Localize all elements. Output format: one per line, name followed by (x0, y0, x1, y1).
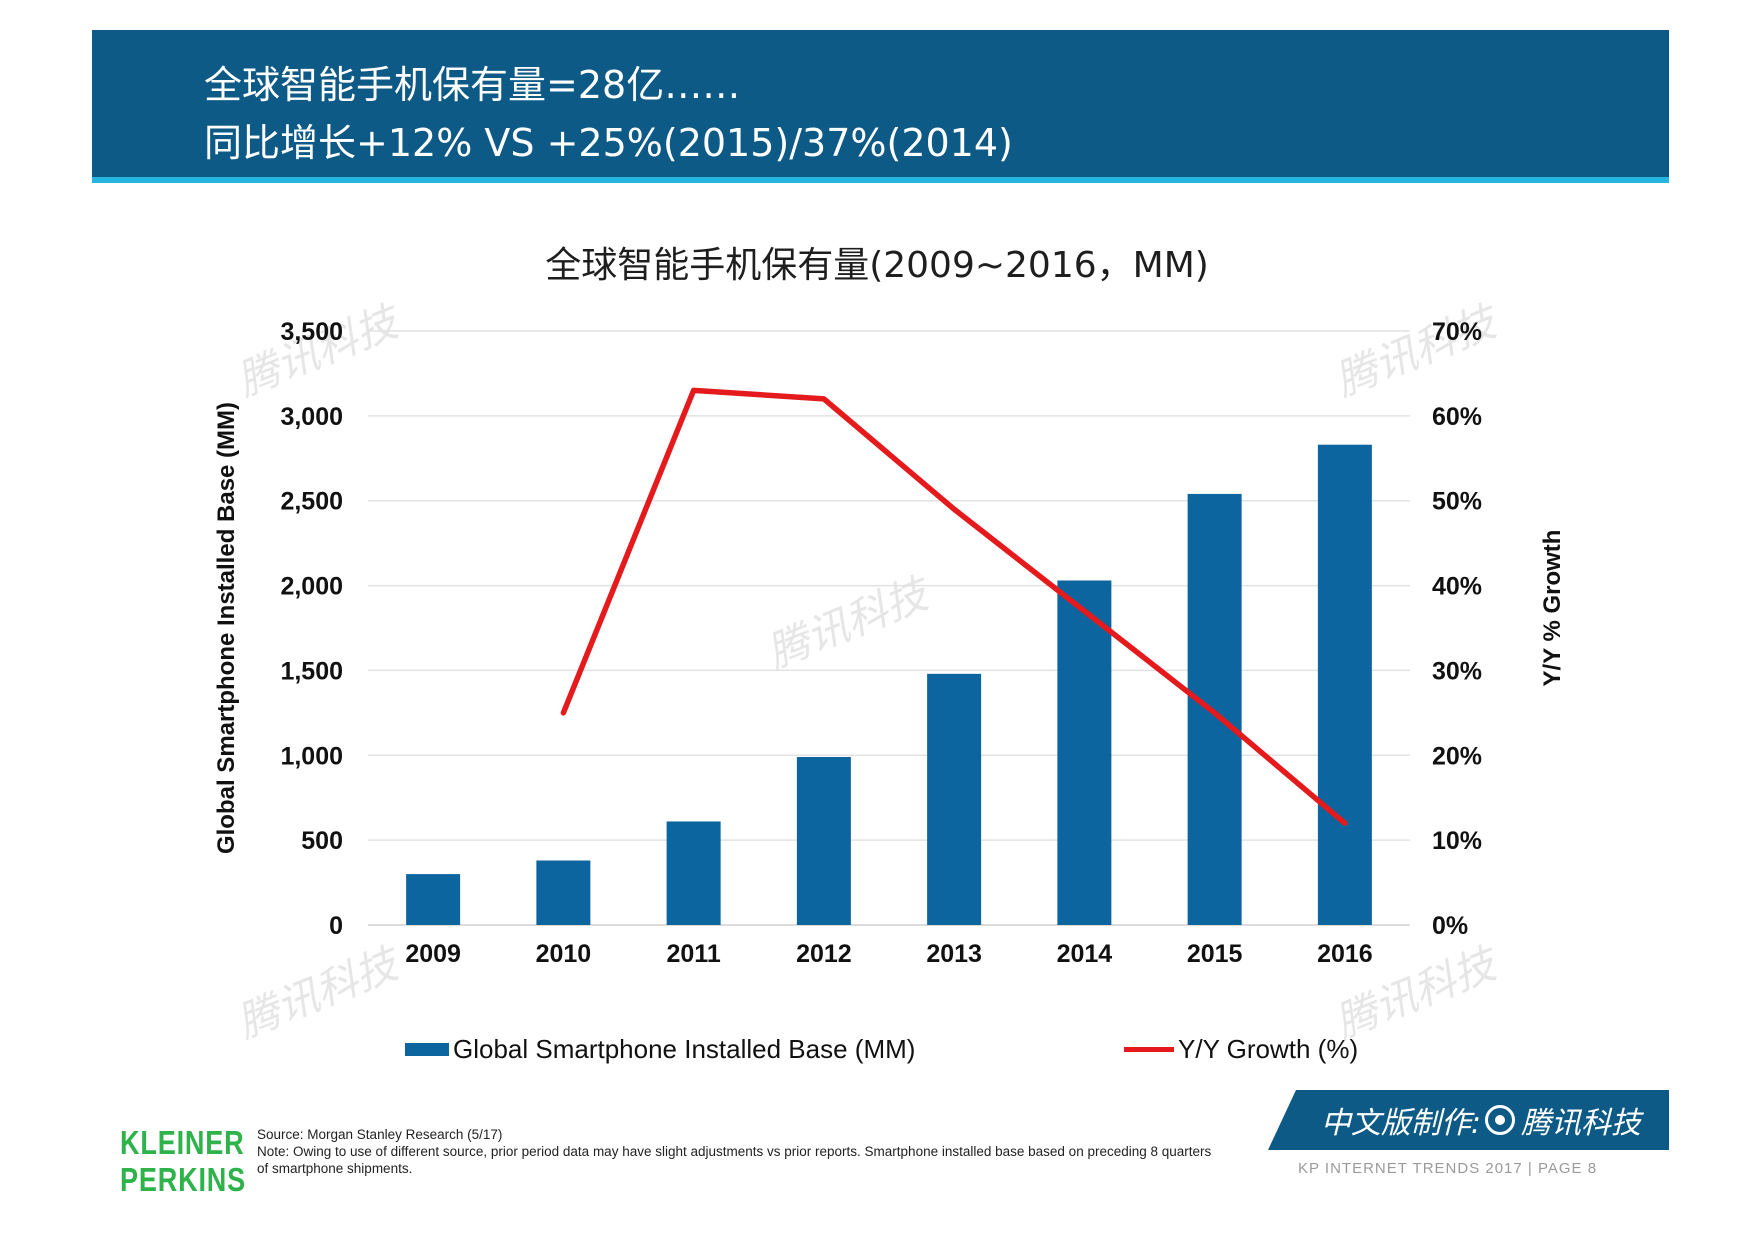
x-tick-label: 2016 (1317, 940, 1373, 968)
y-right-axis-title: Y/Y % Growth (1539, 530, 1566, 687)
y-tick-label: 1,500 (280, 657, 343, 685)
y-right-tick-label: 50% (1432, 488, 1482, 516)
page-footer: KP INTERNET TRENDS 2017 | PAGE 8 (1298, 1160, 1598, 1177)
bar (406, 874, 461, 925)
y-right-tick-label: 40% (1432, 573, 1482, 601)
bar (666, 821, 721, 925)
bar (1317, 444, 1372, 925)
tencent-badge: 中文版制作: 腾讯科技 (1268, 1090, 1669, 1150)
badge-prefix: 中文版制作: (1320, 1106, 1481, 1141)
legend-label-bar: Global Smartphone Installed Base (MM) (453, 1034, 916, 1064)
legend-item-bar: Global Smartphone Installed Base (MM) (405, 1034, 915, 1065)
y-tick-label: 3,500 (280, 318, 343, 346)
y-right-tick-label: 10% (1432, 827, 1482, 855)
y-right-tick-label: 20% (1432, 742, 1482, 770)
source-note: Source: Morgan Stanley Research (5/17) N… (257, 1126, 1217, 1177)
y-tick-label: 0 (329, 912, 343, 940)
x-tick-label: 2009 (405, 940, 461, 968)
x-tick-label: 2011 (667, 940, 721, 968)
chart-title: 全球智能手机保有量(2009~2016，MM) (545, 245, 1209, 286)
y-tick-label: 500 (301, 827, 343, 855)
badge-brand: 腾讯科技 (1521, 1106, 1641, 1141)
bar (796, 756, 851, 925)
legend-swatch-bar (405, 1043, 449, 1056)
y-right-tick-label: 0% (1432, 912, 1468, 940)
header-banner: 全球智能手机保有量=28亿…… 同比增长+12% VS +25%(2015)/3… (92, 30, 1669, 183)
y-tick-label: 2,000 (280, 573, 343, 601)
logo-line-2: PERKINS (120, 1161, 247, 1198)
bar (536, 860, 591, 925)
y-tick-label: 2,500 (280, 488, 343, 516)
tencent-logo-icon (1485, 1105, 1515, 1135)
y-right-tick-label: 30% (1432, 657, 1482, 685)
subheadline: 同比增长+12% VS +25%(2015)/37%(2014) (204, 121, 1013, 165)
bar (927, 673, 982, 925)
y-right-tick-label: 70% (1432, 318, 1482, 346)
note-text: Note: Owing to use of different source, … (257, 1144, 1212, 1176)
source-text: Source: Morgan Stanley Research (5/17) (257, 1127, 503, 1142)
legend-swatch-line (1124, 1047, 1174, 1052)
y-axis-title: Global Smartphone Installed Base (MM) (213, 402, 240, 854)
kleiner-perkins-logo: KLEINER PERKINS (120, 1124, 246, 1198)
x-tick-label: 2010 (536, 940, 592, 968)
legend-label-line: Y/Y Growth (%) (1178, 1034, 1359, 1064)
headline: 全球智能手机保有量=28亿…… (204, 63, 741, 107)
logo-line-1: KLEINER (120, 1124, 245, 1161)
x-tick-label: 2012 (796, 940, 852, 968)
x-tick-label: 2013 (926, 940, 982, 968)
bar (1057, 580, 1112, 925)
x-tick-label: 2015 (1187, 940, 1243, 968)
y-tick-label: 1,000 (280, 742, 343, 770)
x-tick-label: 2014 (1057, 940, 1113, 968)
y-tick-label: 3,000 (280, 403, 343, 431)
legend-item-line: Y/Y Growth (%) (1124, 1034, 1358, 1065)
y-right-tick-label: 60% (1432, 403, 1482, 431)
